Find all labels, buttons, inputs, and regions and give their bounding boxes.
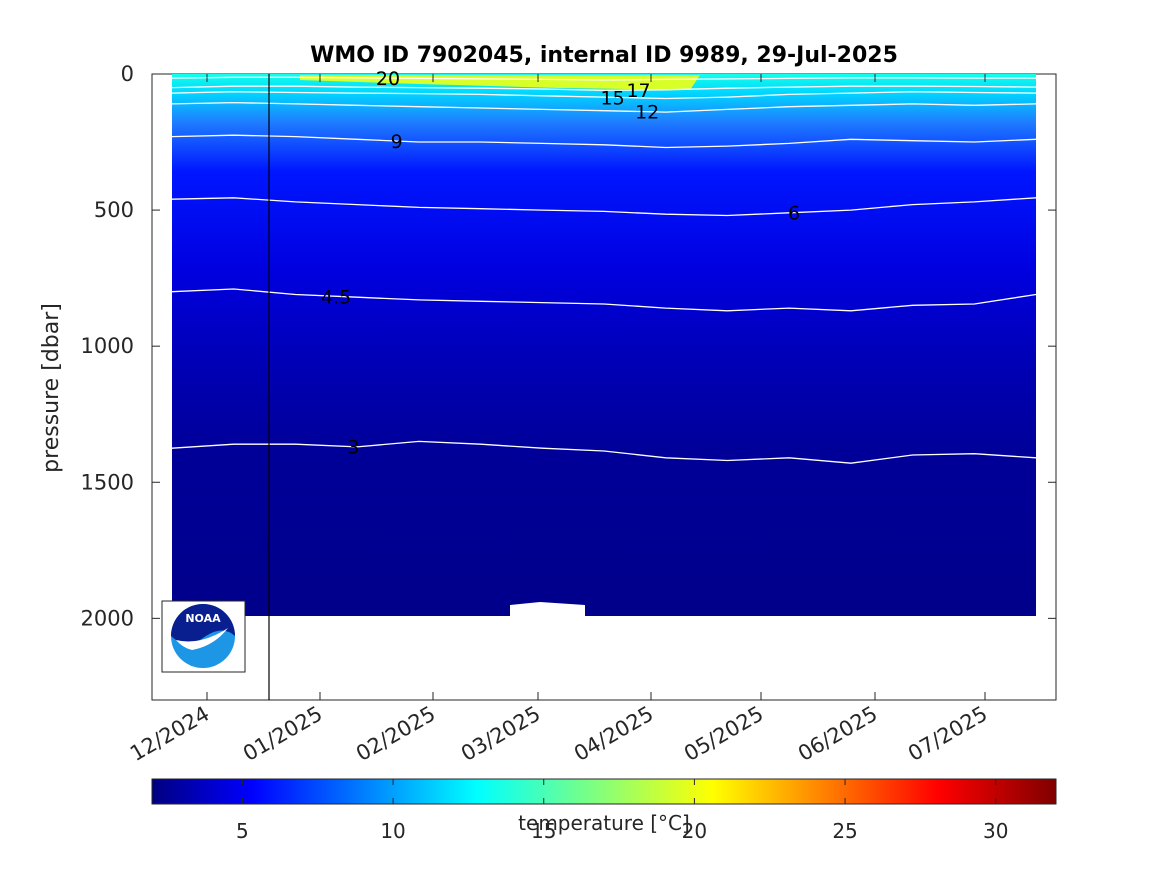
y-tick-label: 1500 [81, 470, 134, 494]
logo-gull-icon [176, 628, 228, 650]
isotherm-line [171, 197, 1037, 217]
y-tick-label: 0 [121, 62, 134, 86]
colorbar-tick-label: 10 [380, 819, 405, 843]
isotherm-line [171, 76, 1036, 81]
y-tick-label: 2000 [81, 606, 134, 630]
colorbar-label: temperature [°C] [518, 811, 690, 835]
y-tick-label: 500 [94, 198, 134, 222]
isotherm-line [171, 85, 1037, 91]
isotherm-layer: 3 4.5 6 9 12 15 17 20 [171, 68, 1037, 464]
isotherm-line [171, 440, 1037, 464]
logo-text: NOAA [185, 612, 221, 625]
x-tick-label: 04/2025 [570, 702, 658, 766]
y-axis: 0 500 1000 1500 2000 [81, 62, 1056, 630]
x-tick-label: 02/2025 [352, 702, 440, 766]
x-tick-label: 01/2025 [239, 702, 327, 766]
colorbar-ramp [151, 778, 1057, 805]
isotherm-label: 12 [635, 102, 659, 124]
logo-upper-disc [171, 604, 235, 644]
isotherm-label: 15 [601, 87, 625, 109]
x-tick-label: 12/2024 [126, 702, 214, 766]
missing-data-gap [510, 602, 585, 616]
isotherm-line [171, 134, 1037, 149]
isotherm-line [171, 288, 1037, 312]
x-tick-label: 05/2025 [680, 702, 768, 766]
colorbar-ticks: 5 10 15 20 25 30 [236, 779, 1008, 843]
isotherm-line [171, 91, 1037, 100]
colorbar-tick-label: 20 [682, 819, 707, 843]
x-tick-label: 06/2025 [794, 702, 882, 766]
colorbar: 5 10 15 20 25 30 temperature [°C] [151, 778, 1057, 843]
colorbar-tick-label: 5 [236, 819, 249, 843]
isotherm-label: 17 [626, 80, 650, 102]
isotherm-line [171, 101, 1037, 113]
temperature-field [172, 74, 1036, 616]
colorbar-tick-label: 15 [531, 819, 556, 843]
x-tick-label: 03/2025 [457, 702, 545, 766]
y-tick-label: 1000 [81, 334, 134, 358]
x-tick-label: 07/2025 [904, 702, 992, 766]
isotherm-label: 6 [788, 203, 800, 225]
y-axis-title: pressure [dbar] [39, 303, 64, 473]
chart-title: WMO ID 7902045, internal ID 9989, 29-Jul… [310, 43, 898, 68]
isotherm-label: 4.5 [321, 286, 351, 308]
colorbar-tick-label: 25 [832, 819, 857, 843]
isotherm-label: 9 [391, 131, 403, 153]
isotherm-label: 3 [347, 437, 359, 459]
isotherm-label: 20 [376, 68, 400, 90]
colorbar-tick-label: 30 [983, 819, 1008, 843]
plot-area: 3 4.5 6 9 12 15 17 20 [151, 68, 1057, 701]
noaa-logo: NOAA [161, 600, 246, 673]
